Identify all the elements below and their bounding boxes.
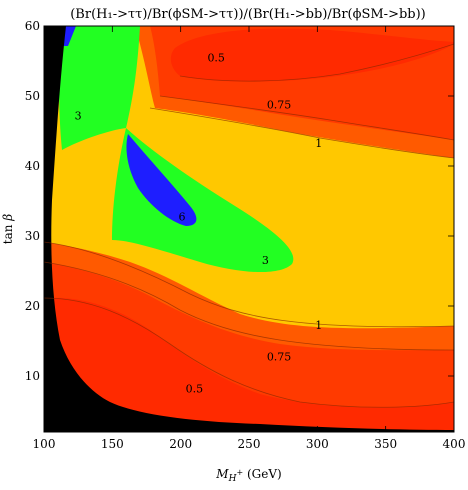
x-axis-label: MH+ (GeV): [215, 467, 281, 484]
contour-line-0.5-lower: [44, 297, 454, 408]
x-tick-label: 300: [306, 437, 329, 451]
y-tick-label: 60: [25, 19, 40, 33]
contour-label: 0.75: [267, 350, 292, 363]
contour-label: 0.75: [267, 98, 292, 111]
contour-label: 6: [179, 210, 186, 223]
x-tick-label: 100: [33, 437, 56, 451]
contour-line-0.75-upper: [159, 95, 454, 141]
contour-lines: [44, 43, 454, 408]
y-tick-label: 20: [25, 299, 40, 313]
excluded-region: [44, 26, 454, 432]
y-tick-label: 50: [25, 89, 40, 103]
region-below-0.5-upper: [170, 26, 454, 82]
region-above-6-sliver: [64, 26, 76, 46]
y-axis-label: tan β: [1, 214, 15, 245]
x-tick-label: 400: [443, 437, 466, 451]
contour-line-0.75-lower: [44, 261, 454, 351]
y-tick-label: 10: [25, 369, 40, 383]
contour-label: 1: [315, 319, 322, 332]
x-axis-ticks: 100 150 200 250 300 350 400: [33, 26, 466, 451]
x-tick-label: 200: [169, 437, 192, 451]
plot-area: [44, 26, 454, 432]
contour-label: 0.5: [186, 383, 204, 396]
contour-label: 3: [75, 110, 82, 123]
contour-label: 3: [262, 254, 269, 267]
y-tick-label: 40: [25, 159, 40, 173]
x-tick-label: 350: [374, 437, 397, 451]
contour-line-0.5-upper: [179, 43, 454, 82]
chart-title: (Br(H₁->ττ)/Br(ϕSM->ττ))/(Br(H₁->bb)/Br(…: [70, 7, 426, 22]
region-above-6: [126, 134, 197, 226]
contour-line-1-upper: [149, 107, 454, 159]
contour-line-1-lower: [44, 241, 454, 328]
y-axis-ticks: 10 20 30 40 50 60: [25, 19, 454, 383]
y-tick-label: 30: [25, 229, 40, 243]
contour-labels: 0.5 0.75 1 3 6 3 1 0.75 0.5: [75, 52, 323, 396]
region-below-0.5-lower: [44, 297, 454, 432]
contour-label: 0.5: [207, 52, 225, 65]
contour-label: 1: [315, 137, 322, 150]
region-3-to-6-fan: [59, 26, 140, 150]
x-tick-label: 150: [101, 437, 124, 451]
x-tick-label: 250: [238, 437, 261, 451]
region-3-to-6-lobe: [112, 128, 294, 273]
